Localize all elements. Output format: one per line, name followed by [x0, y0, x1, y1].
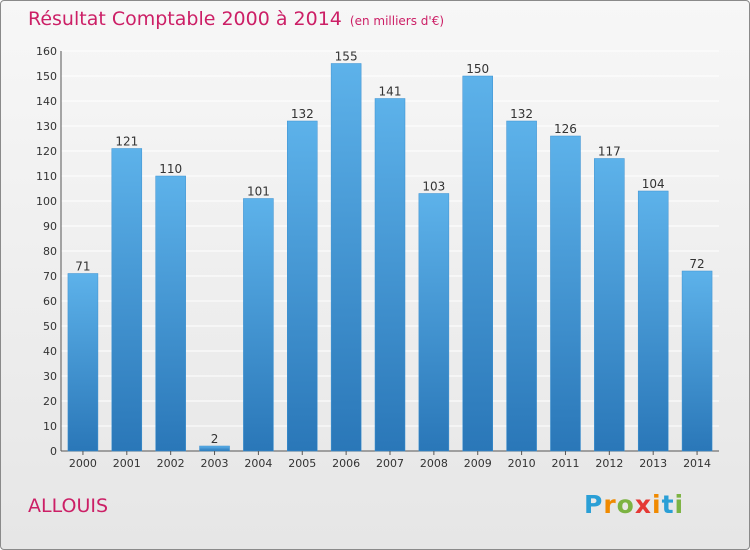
x-tick-label: 2010 — [508, 457, 536, 470]
bar — [418, 193, 450, 452]
logo-letter: i — [674, 490, 685, 519]
data-label: 103 — [422, 180, 445, 194]
bar — [594, 158, 625, 452]
data-label: 141 — [379, 85, 402, 99]
logo-letter: P — [584, 490, 604, 519]
y-tick-label: 110 — [36, 170, 57, 183]
data-label: 71 — [75, 260, 90, 274]
chart-unit-label: (en milliers d'€) — [349, 14, 445, 28]
y-tick-label: 0 — [50, 445, 57, 458]
y-tick-label: 80 — [43, 245, 57, 258]
chart-title: Résultat Comptable 2000 à 2014 (en millie… — [28, 8, 444, 30]
data-label: 132 — [291, 107, 314, 121]
x-tick-label: 2005 — [288, 457, 316, 470]
bar — [67, 273, 99, 452]
data-label: 117 — [598, 145, 621, 159]
x-tick-label: 2012 — [595, 457, 623, 470]
data-label: 104 — [642, 177, 665, 191]
logo-letter: t — [661, 490, 675, 519]
commune-name: ALLOUIS — [28, 495, 109, 517]
bar — [111, 148, 143, 452]
x-tick-label: 2007 — [376, 457, 404, 470]
y-tick-label: 20 — [43, 395, 57, 408]
x-tick-label: 2009 — [464, 457, 492, 470]
y-tick-label: 10 — [43, 420, 57, 433]
x-tick-label: 2008 — [420, 457, 448, 470]
data-label: 121 — [115, 135, 138, 149]
x-tick-label: 2003 — [201, 457, 229, 470]
y-tick-label: 140 — [36, 95, 57, 108]
y-tick-label: 60 — [43, 295, 57, 308]
x-tick-label: 2002 — [157, 457, 185, 470]
chart-title-text: Résultat Comptable 2000 à 2014 — [28, 8, 342, 30]
bar — [681, 270, 713, 452]
x-tick-label: 2004 — [244, 457, 272, 470]
x-tick-label: 2013 — [639, 457, 667, 470]
y-tick-label: 130 — [36, 120, 57, 133]
logo-letter: r — [603, 490, 617, 519]
bar — [199, 445, 230, 452]
y-tick-label: 120 — [36, 145, 57, 158]
y-tick-label: 100 — [36, 195, 57, 208]
x-tick-label: 2001 — [113, 457, 141, 470]
bar — [462, 75, 493, 452]
bar — [506, 120, 537, 452]
logo-letter: o — [616, 490, 635, 519]
data-label: 2 — [211, 432, 219, 446]
logo-letter: x — [634, 490, 652, 519]
bar — [287, 120, 318, 452]
data-label: 155 — [335, 50, 358, 64]
data-label: 110 — [159, 162, 182, 176]
data-label: 132 — [510, 107, 533, 121]
x-tick-label: 2014 — [683, 457, 711, 470]
bar — [637, 190, 669, 452]
data-label: 150 — [466, 62, 489, 76]
bar — [330, 63, 362, 452]
y-tick-label: 70 — [43, 270, 57, 283]
y-tick-label: 150 — [36, 70, 57, 83]
bar — [550, 135, 581, 452]
y-tick-label: 30 — [43, 370, 57, 383]
bar — [374, 98, 406, 452]
data-label: 126 — [554, 122, 577, 136]
x-tick-label: 2011 — [551, 457, 579, 470]
y-tick-label: 50 — [43, 320, 57, 333]
logo-letter: i — [652, 490, 662, 519]
proxiti-logo[interactable]: Proxiti — [584, 490, 684, 519]
bar — [243, 198, 274, 452]
y-tick-label: 40 — [43, 345, 57, 358]
x-tick-label: 2006 — [332, 457, 360, 470]
bar — [155, 175, 186, 452]
data-label: 72 — [689, 257, 704, 271]
x-tick-label: 2000 — [69, 457, 97, 470]
y-tick-label: 90 — [43, 220, 57, 233]
data-label: 101 — [247, 185, 270, 199]
y-tick-label: 160 — [36, 45, 57, 58]
